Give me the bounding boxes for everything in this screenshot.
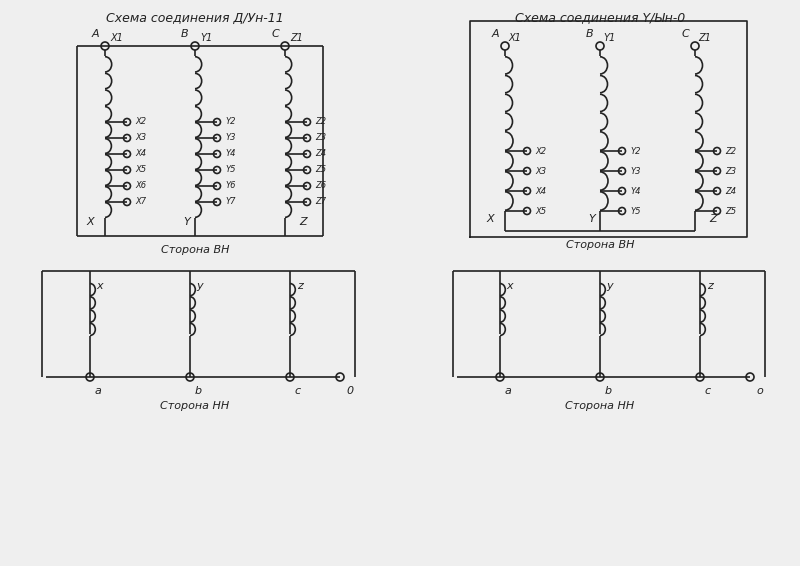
Text: Сторона ВН: Сторона ВН [566,240,634,250]
Text: x: x [97,281,103,291]
Text: 0: 0 [346,386,354,396]
Text: X4: X4 [535,187,546,195]
Text: X7: X7 [135,198,146,207]
Text: Y2: Y2 [630,147,642,156]
Text: c: c [295,386,301,396]
Text: o: o [757,386,763,396]
Text: Y: Y [589,214,595,224]
Text: Сторона НН: Сторона НН [160,401,230,411]
Text: a: a [505,386,511,396]
Text: B: B [181,29,189,39]
Text: X1: X1 [509,33,522,43]
Text: Y2: Y2 [226,118,236,126]
Text: Z6: Z6 [315,182,326,191]
Text: Z: Z [299,217,307,227]
Text: X: X [86,217,94,227]
Text: Y5: Y5 [226,165,236,174]
Text: X: X [486,214,494,224]
Text: c: c [705,386,711,396]
Text: Z4: Z4 [726,187,737,195]
Text: Y1: Y1 [201,33,213,43]
Text: Z5: Z5 [315,165,326,174]
Text: X6: X6 [135,182,146,191]
Text: X3: X3 [535,166,546,175]
Text: Z7: Z7 [315,198,326,207]
Text: b: b [605,386,611,396]
Text: Z2: Z2 [726,147,737,156]
Text: X4: X4 [135,149,146,158]
Text: A: A [491,29,499,39]
Text: z: z [707,281,713,291]
Text: b: b [194,386,202,396]
Text: X2: X2 [535,147,546,156]
Text: Y4: Y4 [226,149,236,158]
Text: X2: X2 [135,118,146,126]
Text: Y5: Y5 [630,207,642,216]
Text: Схема соединения Д/Ун-11: Схема соединения Д/Ун-11 [106,11,284,24]
Text: Z1: Z1 [290,33,303,43]
Text: Z5: Z5 [726,207,737,216]
Text: Z: Z [709,214,717,224]
Text: X3: X3 [135,134,146,143]
Text: B: B [586,29,594,39]
Text: Y1: Y1 [604,33,616,43]
Text: Y: Y [184,217,190,227]
Text: Z2: Z2 [315,118,326,126]
Text: X1: X1 [110,33,123,43]
Text: C: C [681,29,689,39]
Text: Z4: Z4 [315,149,326,158]
Text: Z3: Z3 [726,166,737,175]
Text: X5: X5 [135,165,146,174]
Text: Z1: Z1 [698,33,711,43]
Text: z: z [297,281,303,291]
Text: Сторона ВН: Сторона ВН [161,245,230,255]
Text: Y4: Y4 [630,187,642,195]
Text: Y7: Y7 [226,198,236,207]
Text: Y6: Y6 [226,182,236,191]
Text: X5: X5 [535,207,546,216]
Text: Схема соединения Y/Ын-0: Схема соединения Y/Ын-0 [515,11,685,24]
Text: C: C [271,29,279,39]
Text: x: x [506,281,514,291]
Text: Сторона НН: Сторона НН [566,401,634,411]
Text: Z3: Z3 [315,134,326,143]
Text: Y3: Y3 [630,166,642,175]
Text: Y3: Y3 [226,134,236,143]
Text: y: y [606,281,614,291]
Text: a: a [94,386,102,396]
Text: y: y [197,281,203,291]
Text: A: A [91,29,99,39]
